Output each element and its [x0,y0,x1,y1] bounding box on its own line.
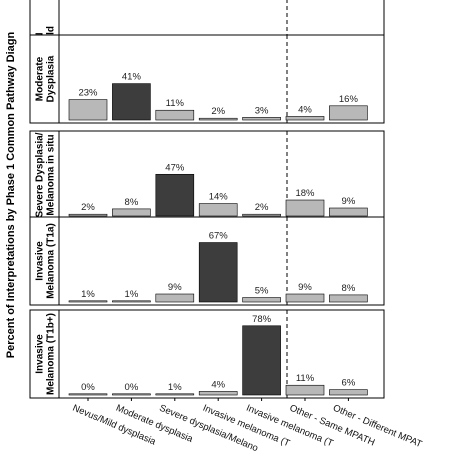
data-label: 1% [168,382,182,393]
bar [68,99,108,121]
bar [198,117,238,121]
data-label: 5% [255,286,269,297]
data-label: 0% [125,382,139,393]
bar [68,213,108,217]
data-label: 67% [209,231,229,242]
panel-bars: 0% 0% 1% 4% 78% 11% 6% [68,314,368,396]
facet-label-line: Severe Dysplasia/ [35,132,46,217]
bar [285,199,325,217]
data-label: 4% [298,104,312,115]
facet-label-line: Dysplasia [46,55,57,102]
data-label: 11% [166,98,185,109]
bar [198,391,238,396]
data-label: 3% [255,105,269,116]
data-label: 9% [168,282,182,293]
panel-bars: 1% 1% 9% 67% 5% 9% 8% [68,231,368,303]
y-axis-label: Percent of Interpretations by Phase 1 Co… [5,32,17,359]
bar [112,300,151,303]
bar [329,294,368,303]
data-label: 1% [81,289,95,300]
facet-strip [29,309,60,399]
facet-label-line: Melanoma in situ [46,134,57,215]
data-label: 2% [81,202,95,213]
facet-label-line: Moderate [35,56,46,101]
data-label: 2% [211,106,225,117]
facet-label: Severe Dysplasia/Melanoma in situ [35,132,57,217]
bar [68,300,108,303]
panel: ModerateDysplasia 23% 41% 11% 2% 3% 4% 16% [29,34,385,124]
bar [112,83,151,121]
facet-label: InvasiveMelanoma (T1a) [35,223,57,299]
bar [112,393,151,396]
bar [242,325,281,396]
facet-label-line: Invasive [35,334,46,374]
bar [155,393,195,396]
facet-label-line: Melanoma (T1b+) [46,313,57,395]
bar [285,384,325,396]
bar [155,293,195,303]
data-label: 8% [125,197,139,208]
bar [329,207,368,217]
panels: NMild12%3%0%8%4%ModerateDysplasia23%41%1… [29,0,385,399]
panel-bars: 23% 41% 11% 2% 3% 4% 16% [68,72,368,121]
bar [285,293,325,303]
data-label: 23% [78,88,98,99]
data-label: 78% [252,314,272,325]
data-label: 0% [81,382,95,393]
data-label: 6% [342,378,356,389]
facet-label-line: Invasive [35,241,46,281]
bar [329,105,368,121]
panel: InvasiveMelanoma (T1b+) 0% 0% 1% 4% 78% 11% 6% [29,309,385,399]
bar [198,242,238,303]
bar [112,208,151,217]
bar [242,297,281,303]
data-label: 47% [165,162,185,173]
data-label: 2% [255,202,269,213]
facet-label: ModerateDysplasia [35,55,57,102]
bar [285,116,325,121]
panel: InvasiveMelanoma (T1a) 1% 1% 9% 67% 5% 9% 8% [29,216,385,306]
facet-label: InvasiveMelanoma (T1b+) [35,313,57,395]
bar [155,109,195,121]
data-label: 18% [295,188,315,199]
bar [198,203,238,217]
data-label: 8% [342,283,356,294]
bar [155,173,195,217]
bar [329,389,368,396]
facet-strip [29,216,60,306]
data-label: 11% [296,373,315,384]
data-label: 14% [209,192,229,203]
panel-frame [58,309,385,399]
panel: Severe Dysplasia/Melanoma in situ 2% 8% 47%… [29,130,385,220]
data-label: 16% [339,94,359,105]
panel-bars: 2% 8% 47% 14% 2% 18% 9% [68,162,368,217]
data-label: 1% [125,289,139,300]
data-label: 9% [342,196,356,207]
data-label: 4% [211,379,225,390]
facet-label-line: Melanoma (T1a) [46,223,57,299]
bar [242,117,281,121]
bar [242,213,281,217]
bar [68,393,108,396]
data-label: 9% [298,282,312,293]
data-label: 41% [122,72,142,83]
